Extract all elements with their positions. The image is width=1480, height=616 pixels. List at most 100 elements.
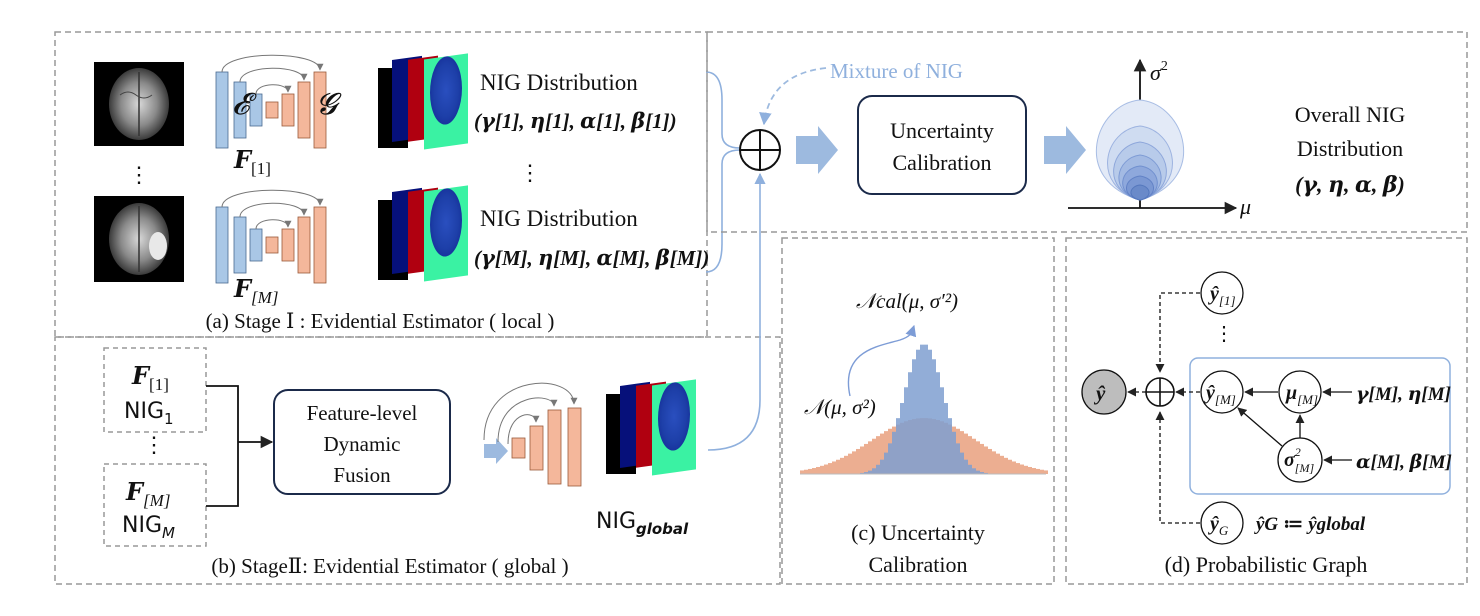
histogram-bar [956,443,960,474]
histogram-bar [820,465,824,474]
histogram-bar [904,387,908,474]
box1-feature: 𝑭[1] [131,364,169,394]
calibration-curve-arrow [847,324,917,397]
histogram-bar [880,433,884,474]
histogram-bar [896,418,900,474]
histogram-bar [988,448,992,474]
calibration-box [857,95,1027,195]
output-maps-top [378,53,468,150]
histogram-bar [1032,468,1036,474]
merge-bracket [206,385,239,507]
panel-b-caption: (b) StageⅡ: Evidential Estimator ( globa… [211,554,568,578]
histogram-bar [900,403,904,474]
node-y1 [1200,271,1244,315]
histogram-bar [888,443,892,474]
decoder-symbol: 𝓖 [316,88,342,121]
nig-params-m: (𝜸[M], 𝜼[M], 𝜶[M], 𝜷[M]) [474,246,709,270]
top-flow: Mixture of NIG Uncertainty Calibration σ… [706,31,1468,233]
histogram-bar [876,436,880,474]
histogram-bar [816,466,820,474]
histogram-bar [1004,457,1008,474]
panel-d-caption: (d) Probabilistic Graph [1165,552,1368,577]
histogram-bar [944,403,948,474]
histogram-bar [852,451,856,474]
label-calibrated: 𝒩cal(μ, σ′²) [856,289,958,313]
axis-x-label: μ [1239,194,1251,219]
histogram-bar [976,441,980,474]
node-ym-label: ŷ[M] [1204,382,1236,407]
nig-title-1: NIG Distribution [480,70,638,95]
feature-m-label: 𝑭[M] [233,277,278,307]
node-ym [1200,370,1244,414]
histogram-bar [1024,465,1028,474]
fusion-box [273,389,451,495]
histogram-bar [928,349,932,474]
unet-bottom [216,190,326,283]
feature-box-1 [103,347,207,433]
histogram-bar [836,459,840,474]
vdots-brains: ⋮ [128,162,150,187]
panel-a: ⋮ 𝓔 𝓖 𝑭[1] 𝑭[M] NIG Distribution (𝜸[1], … [54,31,741,338]
panel-b-border [54,336,781,585]
block-arrow-icon [1044,126,1086,174]
histogram-bar [880,459,884,474]
node-yg-label: ŷG [1208,513,1229,538]
panel-c-caption-line1: (c) Uncertainty [851,520,985,545]
overall-line1: Overall NIG [1295,102,1406,127]
node-mu-label: μ[M] [1285,382,1318,407]
block-arrow-icon [484,438,508,464]
edge-sigma-ym [1237,407,1283,447]
histogram-bar [980,443,984,474]
histogram-bar [876,464,880,474]
histogram-bar [960,431,964,474]
histogram-bar [872,438,876,474]
fusion-line3: Fusion [333,463,391,487]
nig-params-1: (𝜸[1], 𝜼[1], 𝜶[1], 𝜷[1]) [474,109,677,133]
histogram-bar [1008,459,1012,474]
panel-c-border [781,237,1055,585]
histogram-bar [864,472,868,474]
graph-group-box [1189,357,1451,495]
histogram-bar [940,387,944,474]
overall-line2: Distribution [1297,136,1403,161]
histogram-bar [884,431,888,474]
histogram-bar [964,459,968,474]
node-y1-label: ŷ[1] [1208,283,1236,308]
panel-b: 𝑭[1] NIG1 ⋮ 𝑭[M] NIGM Feature-level Dyna… [54,172,781,585]
histogram-bar [976,470,980,474]
histogram-bar [884,452,888,474]
histogram-bar [872,468,876,474]
histogram-bar [864,443,868,474]
output-maps-bottom [378,185,468,282]
histogram-bar [1016,463,1020,474]
histogram-bar [828,463,832,474]
histogram-bar [832,461,836,474]
histogram-bar [840,457,844,474]
calibration-line1: Uncertainty [890,118,994,143]
yg-definition: ŷG ≔ ŷglobal [1254,514,1366,535]
histogram-bar [972,438,976,474]
oplus-icon [739,129,781,171]
oplus-icon [1145,377,1175,407]
node-y-label: ŷ [1093,381,1106,405]
panel-d: ŷ[1] ⋮ ŷ ŷ[M] μ[M] σ2 [M] 𝜸[M], 𝜼[M] 𝜶[M]… [1065,237,1468,585]
histogram-bar [856,448,860,474]
histogram-bar [908,372,912,474]
feature-box-m [103,463,207,547]
vdots-graph: ⋮ [1214,323,1234,345]
mixture-arrow [759,67,827,126]
vdots-nig: ⋮ [519,160,541,185]
histogram-bar [868,441,872,474]
panel-c: 𝒩cal(μ, σ′²) 𝒩(μ, σ²) (c) Uncertainty Ca… [781,237,1055,585]
histogram-bar [968,464,972,474]
mixture-label: Mixture of NIG [830,59,963,83]
node-mu [1278,370,1322,414]
histogram-bar [844,455,848,474]
histogram-bar [968,436,972,474]
histogram-bar [992,451,996,474]
histogram-bar [1020,464,1024,474]
histogram-bar [868,470,872,474]
histogram-bar [1000,455,1004,474]
feature-1-label: 𝑭[1] [233,148,271,178]
